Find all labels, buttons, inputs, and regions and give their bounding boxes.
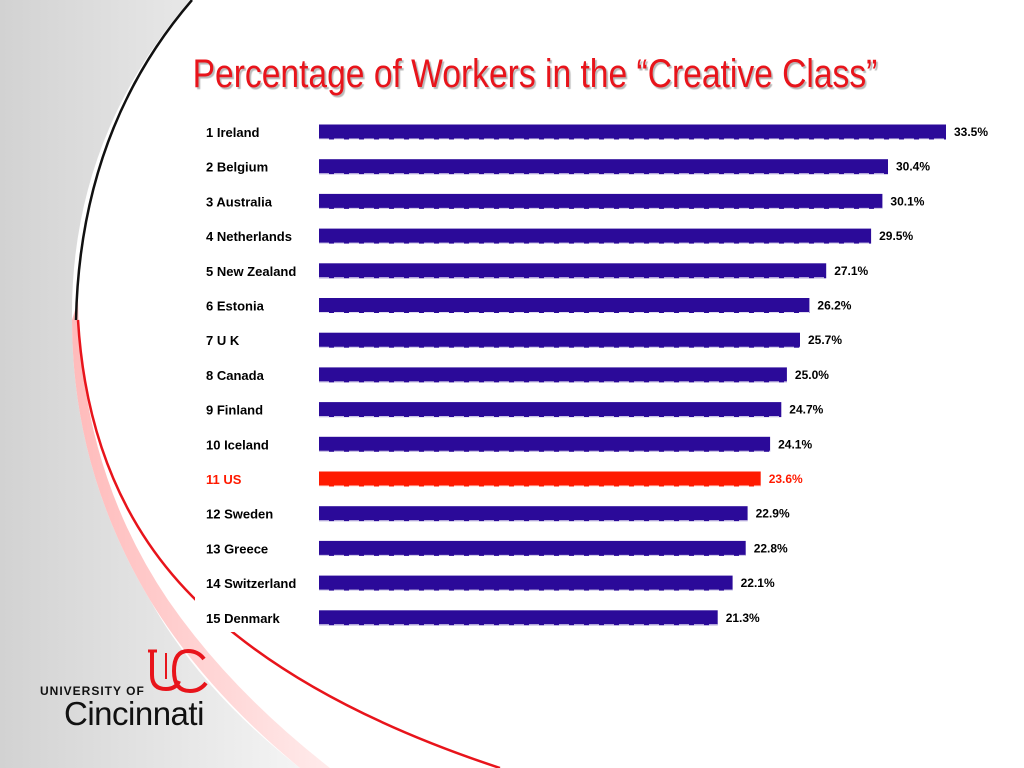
left-shaded-region <box>0 0 300 768</box>
logo-university-of: UNIVERSITY OF <box>40 684 145 698</box>
bar-canada <box>319 367 787 383</box>
value-label: 21.3% <box>726 611 760 625</box>
category-label: 7 U K <box>206 333 240 348</box>
bar-us <box>319 471 761 487</box>
bar-u-k <box>319 332 800 348</box>
category-label: 15 Denmark <box>206 611 280 626</box>
value-label: 24.7% <box>789 403 823 417</box>
bar-chart: 1 Ireland 33.5% 2 Belgium 30.4% 3 Australia 3… <box>206 124 988 626</box>
category-label: 11 US <box>206 472 242 487</box>
bar-denmark <box>319 610 718 626</box>
category-label: 5 New Zealand <box>206 264 296 279</box>
red-glow-arc <box>72 300 330 768</box>
category-label: 2 Belgium <box>206 160 268 175</box>
bar-finland <box>319 402 782 418</box>
bar-iceland <box>319 436 771 452</box>
category-label: 13 Greece <box>206 541 268 556</box>
value-label: 23.6% <box>769 472 803 486</box>
value-label: 22.1% <box>741 576 775 590</box>
value-label: 29.5% <box>879 229 913 243</box>
value-label: 25.0% <box>795 368 829 382</box>
bar-estonia <box>319 298 810 313</box>
bar-netherlands <box>319 228 872 244</box>
bar-switzerland <box>319 575 733 591</box>
value-label: 22.8% <box>754 541 788 555</box>
slide-title: Percentage of Workers in the “Creative C… <box>192 52 878 96</box>
value-label: 30.4% <box>896 160 930 174</box>
category-label: 10 Iceland <box>206 437 269 452</box>
university-logo: UNIVERSITY OF Cincinnati <box>36 645 236 735</box>
bar-sweden <box>319 506 748 522</box>
bar-australia <box>319 193 883 209</box>
bar-greece <box>319 540 746 556</box>
bar-belgium <box>319 159 888 175</box>
value-label: 26.2% <box>817 299 851 313</box>
category-label: 8 Canada <box>206 368 265 383</box>
dark-arc <box>74 0 193 321</box>
category-label: 12 Sweden <box>206 507 273 522</box>
category-label: 6 Estonia <box>206 299 265 314</box>
uc-logo-mark-icon <box>148 648 208 694</box>
category-label: 14 Switzerland <box>206 576 296 591</box>
category-label: 3 Australia <box>206 194 273 209</box>
category-label: 4 Netherlands <box>206 229 292 244</box>
bar-ireland <box>319 124 946 140</box>
chart-panel: 1 Ireland 33.5% 2 Belgium 30.4% 3 Australia 3… <box>195 112 1005 632</box>
value-label: 25.7% <box>808 333 842 347</box>
value-label: 33.5% <box>954 125 988 139</box>
value-label: 24.1% <box>778 437 812 451</box>
logo-cincinnati: Cincinnati <box>64 695 204 732</box>
bar-new-zealand <box>319 263 827 279</box>
value-label: 22.9% <box>756 507 790 521</box>
value-label: 30.1% <box>890 194 924 208</box>
value-label: 27.1% <box>834 264 868 278</box>
category-label: 1 Ireland <box>206 125 260 140</box>
category-label: 9 Finland <box>206 403 263 418</box>
